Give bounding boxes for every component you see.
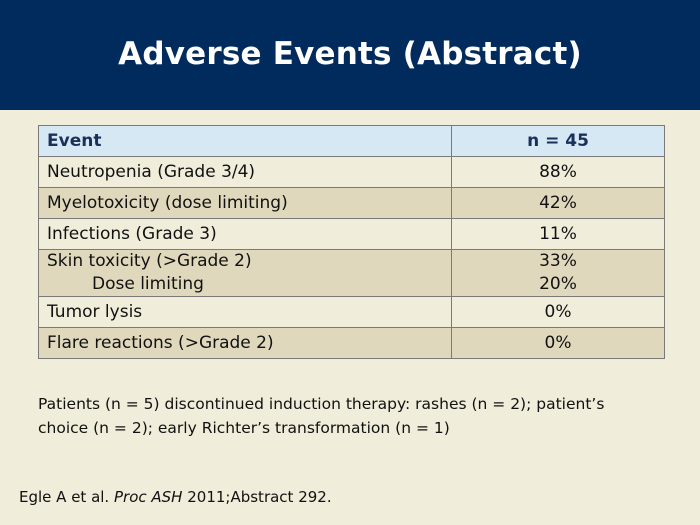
event-cell: Skin toxicity (>Grade 2) Dose limiting <box>38 249 452 297</box>
table-row: Tumor lysis 0% <box>38 296 665 328</box>
table-row: Neutropenia (Grade 3/4) 88% <box>38 156 665 188</box>
citation-authors: Egle A et al. <box>19 488 110 506</box>
adverse-events-table: Event n = 45 Neutropenia (Grade 3/4) 88%… <box>38 125 665 359</box>
title-banner: Adverse Events (Abstract) <box>0 0 700 110</box>
column-header-n: n = 45 <box>451 125 665 157</box>
event-cell: Neutropenia (Grade 3/4) <box>38 156 452 188</box>
table-row: Skin toxicity (>Grade 2) Dose limiting 3… <box>38 249 665 297</box>
value-cell: 88% <box>451 156 665 188</box>
table-row: Flare reactions (>Grade 2) 0% <box>38 327 665 359</box>
event-cell: Flare reactions (>Grade 2) <box>38 327 452 359</box>
event-cell: Tumor lysis <box>38 296 452 328</box>
citation-journal: Proc ASH <box>113 488 183 506</box>
event-cell: Infections (Grade 3) <box>38 218 452 250</box>
footnote-text: Patients (n = 5) discontinued induction … <box>38 395 605 437</box>
table-row: Myelotoxicity (dose limiting) 42% <box>38 187 665 219</box>
sub-event-label: Dose limiting <box>92 274 204 294</box>
value-cell: 33% 20% <box>451 249 665 297</box>
sub-value-label: 20% <box>539 274 577 294</box>
citation-details: 2011;Abstract 292. <box>187 488 332 506</box>
table-header-row: Event n = 45 <box>38 125 665 157</box>
value-label: 33% <box>539 251 577 271</box>
value-cell: 0% <box>451 296 665 328</box>
value-cell: 0% <box>451 327 665 359</box>
column-header-event: Event <box>38 125 452 157</box>
event-label: Skin toxicity (>Grade 2) <box>47 251 252 271</box>
slide-title: Adverse Events (Abstract) <box>118 36 582 72</box>
value-cell: 11% <box>451 218 665 250</box>
value-cell: 42% <box>451 187 665 219</box>
citation: Egle A et al. Proc ASH 2011;Abstract 292… <box>19 488 332 506</box>
table-row: Infections (Grade 3) 11% <box>38 218 665 250</box>
event-cell: Myelotoxicity (dose limiting) <box>38 187 452 219</box>
